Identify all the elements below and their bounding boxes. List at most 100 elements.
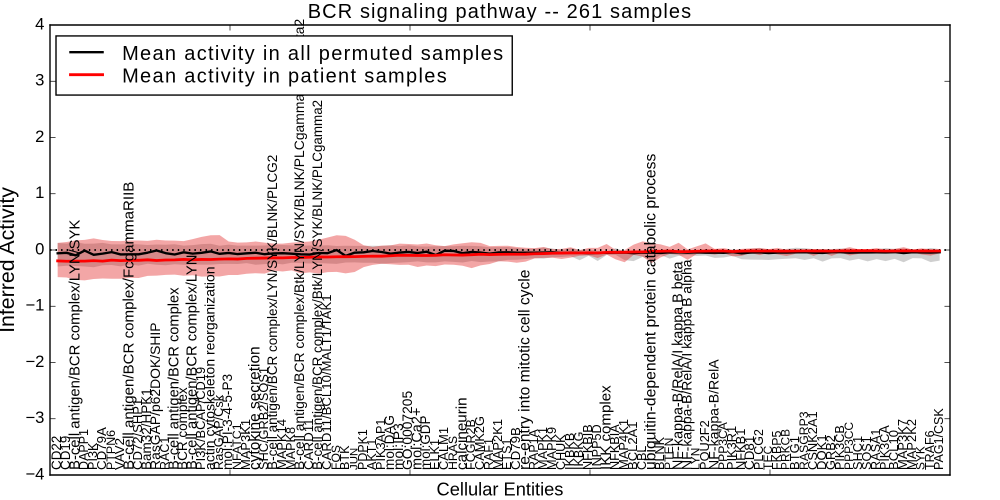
svg-text:1: 1 (35, 183, 44, 202)
svg-text:MAP3K1: MAP3K1 (238, 419, 253, 470)
svg-text:RAP1A: RAP1A (527, 428, 541, 469)
svg-text:MAP4K1: MAP4K1 (616, 419, 631, 470)
svg-text:Mean activity in all permuted: Mean activity in all permuted samples (122, 43, 504, 65)
svg-text:BCL2A1: BCL2A1 (625, 421, 640, 469)
svg-text:BCL10: BCL10 (886, 430, 901, 470)
svg-text:TEC: TEC (761, 445, 775, 469)
svg-text:RasGAP/p62DOK/SHIP: RasGAP/p62DOK/SHIP (147, 322, 163, 469)
svg-text:SYK: SYK (914, 446, 928, 470)
svg-text:TRAF6: TRAF6 (923, 430, 937, 470)
svg-text:NFKBIA: NFKBIA (608, 424, 622, 470)
svg-text:PRKCB: PRKCB (779, 429, 793, 470)
svg-text:CHUK: CHUK (554, 434, 568, 470)
svg-text:NFATC1: NFATC1 (230, 423, 244, 470)
svg-text:MAPK9: MAPK9 (545, 427, 559, 470)
svg-text:PDPK1: PDPK1 (356, 429, 370, 470)
svg-text:B-cell antigen/BCR complex/Fcg: B-cell antigen/BCR complex/FcgammaRIIB (121, 182, 138, 470)
svg-text:GRB2: GRB2 (823, 435, 838, 470)
svg-text:NF-kappa-B/RelA/I kappa B alph: NF-kappa-B/RelA/I kappa B alpha (678, 259, 694, 470)
svg-text:BLNK: BLNK (653, 436, 667, 470)
svg-text:PPP3CC: PPP3CC (842, 422, 856, 470)
svg-text:VAV2: VAV2 (112, 438, 127, 470)
svg-text:DAPP1: DAPP1 (77, 429, 91, 470)
svg-text:CD72/SHP1: CD72/SHP1 (130, 399, 145, 470)
svg-text:IKBKG: IKBKG (572, 432, 586, 470)
svg-text:CBL: CBL (635, 446, 649, 470)
svg-text:MAP2K2: MAP2K2 (904, 419, 919, 470)
svg-text:4: 4 (35, 14, 44, 33)
svg-text:B-cell antigen/BCR complex/LYN: B-cell antigen/BCR complex/LYN (184, 255, 200, 470)
svg-text:−2: −2 (25, 352, 44, 371)
svg-text:NFKBIB: NFKBIB (581, 424, 595, 470)
svg-text:HRAS: HRAS (446, 436, 460, 470)
svg-text:PTPN6: PTPN6 (104, 430, 118, 470)
svg-text:SHC/GRB2/SOS1: SHC/GRB2/SOS1 (256, 367, 271, 470)
svg-text:RAF1: RAF1 (482, 438, 496, 470)
svg-text:LYN: LYN (689, 448, 703, 470)
svg-text:2: 2 (35, 127, 44, 146)
svg-text:MAPK1: MAPK1 (536, 427, 550, 470)
svg-text:ELK1: ELK1 (428, 439, 442, 470)
svg-text:PIK3AP1: PIK3AP1 (374, 419, 388, 470)
svg-text:POU2F2: POU2F2 (697, 420, 712, 470)
svg-text:CAMK2G: CAMK2G (472, 416, 487, 470)
svg-text:ETS1: ETS1 (500, 439, 514, 470)
svg-text:BCR signaling pathway -- 261 s: BCR signaling pathway -- 261 samples (308, 1, 693, 23)
svg-text:Mean activity in patient sampl: Mean activity in patient samples (122, 66, 448, 88)
svg-text:CD79A: CD79A (94, 427, 109, 470)
svg-text:Inferred Activity: Inferred Activity (0, 187, 19, 333)
svg-text:Bam32/HPK1: Bam32/HPK1 (139, 388, 154, 470)
svg-text:actin cytoskeleton reorganizat: actin cytoskeleton reorganization (201, 266, 217, 469)
svg-text:GO:0007205: GO:0007205 (399, 391, 415, 470)
svg-text:DOK1: DOK1 (814, 434, 829, 470)
svg-text:CD22: CD22 (49, 436, 64, 470)
svg-text:IKBKB: IKBKB (563, 433, 577, 470)
svg-text:MAPK8: MAPK8 (284, 427, 298, 470)
svg-text:mol:GDP: mol:GDP (418, 416, 433, 470)
svg-text:PI3K/BCAP/CD19: PI3K/BCAP/CD19 (193, 367, 208, 470)
svg-text:ubiquitin-dependent protein ca: ubiquitin-dependent protein catabolic pr… (643, 153, 660, 469)
svg-text:CARD11: CARD11 (301, 418, 316, 469)
svg-text:re-entry into mitotic cell cyc: re-entry into mitotic cell cycle (517, 270, 534, 470)
svg-text:MAP3K7: MAP3K7 (895, 419, 910, 470)
svg-text:FKBP5: FKBP5 (770, 430, 784, 469)
svg-text:IKK complex: IKK complex (598, 385, 615, 470)
svg-text:PI3K: PI3K (86, 442, 100, 470)
svg-text:BTK: BTK (338, 445, 352, 470)
svg-text:RASGRP3: RASGRP3 (797, 411, 811, 470)
svg-text:NFKB1: NFKB1 (733, 429, 748, 470)
svg-text:PIK3CB: PIK3CB (833, 425, 847, 470)
svg-text:SOS1: SOS1 (860, 436, 874, 470)
svg-text:mol:DAG: mol:DAG (382, 415, 397, 470)
svg-text:−4: −4 (25, 464, 44, 483)
svg-text:PAG1/CSK: PAG1/CSK (932, 408, 946, 470)
svg-text:B-cell antigen/BCR complex: B-cell antigen/BCR complex (166, 287, 182, 470)
svg-text:−3: −3 (25, 408, 44, 427)
svg-text:AKT1: AKT1 (365, 439, 379, 470)
svg-text:mol:Ca2+: mol:Ca2+ (409, 408, 425, 470)
svg-text:cytokine secretion: cytokine secretion (247, 346, 264, 470)
svg-text:CD79B: CD79B (508, 427, 523, 470)
svg-text:B-cell antigen/BCR complex/Btk: B-cell antigen/BCR complex/Btk/LYN/SYK/B… (310, 100, 325, 470)
svg-text:PPP3CA: PPP3CA (716, 421, 730, 470)
svg-text:calcineurin: calcineurin (454, 397, 471, 470)
svg-text:−1: −1 (25, 296, 44, 315)
svg-text:PIK3R1: PIK3R1 (724, 426, 739, 470)
svg-text:NF-kappa-B/RelA/I kappa B beta: NF-kappa-B/RelA/I kappa B beta (670, 261, 686, 469)
svg-text:RASA1: RASA1 (869, 429, 883, 470)
svg-text:BTG1: BTG1 (787, 436, 802, 470)
svg-text:PIK3CA: PIK3CA (878, 425, 892, 470)
svg-text:0: 0 (35, 239, 44, 258)
svg-text:MAPK14: MAPK14 (274, 419, 289, 470)
svg-text:CSNK2A1: CSNK2A1 (805, 411, 820, 470)
svg-text:RAC1: RAC1 (158, 437, 172, 470)
svg-text:CARD11/BCL10/MALT1/TAK1: CARD11/BCL10/MALT1/TAK1 (319, 294, 334, 469)
svg-text:PLCG2: PLCG2 (752, 429, 766, 470)
svg-text:B-cell antigen/BCR complex/LYN: B-cell antigen/BCR complex/LYN/SYK (67, 220, 83, 470)
svg-text:3: 3 (35, 71, 44, 90)
svg-text:CD81: CD81 (742, 436, 757, 470)
svg-text:Cellular Entities: Cellular Entities (437, 478, 564, 499)
svg-text:BCR complex: BCR complex (175, 387, 190, 470)
svg-text:B-cell antigen/BCR complex/LYN: B-cell antigen/BCR complex/LYN/SYK/BLNK/… (265, 155, 280, 470)
svg-text:SHC1: SHC1 (850, 436, 865, 470)
